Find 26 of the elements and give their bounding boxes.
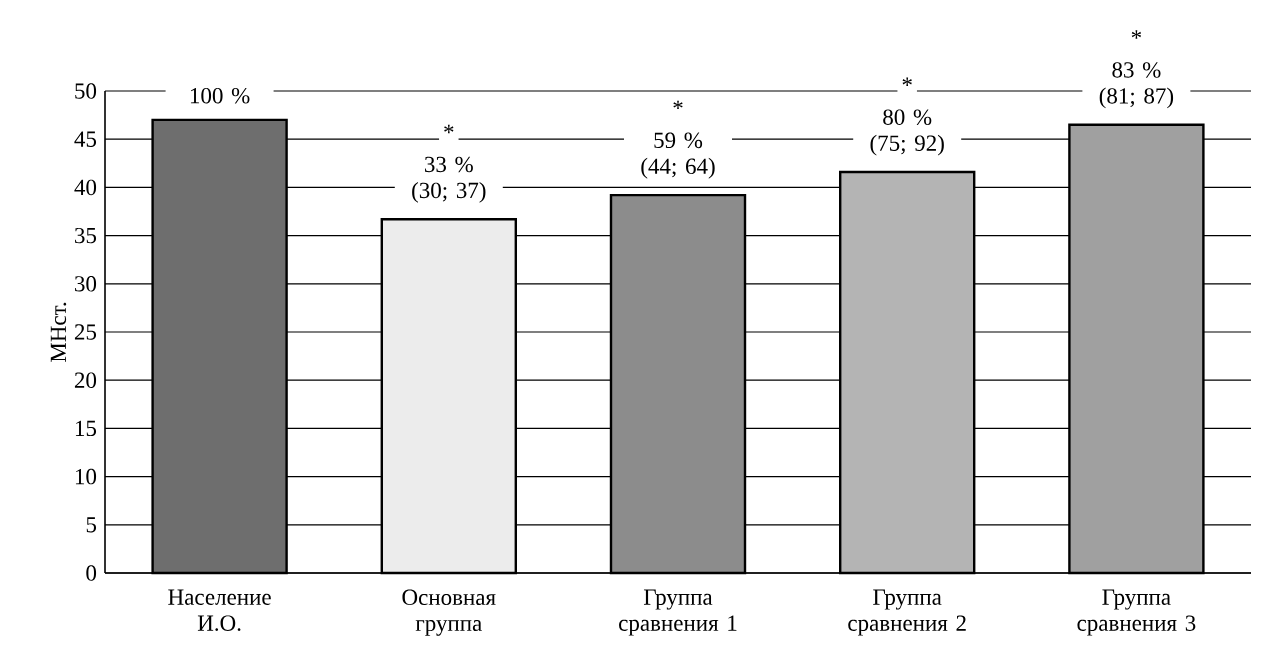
- annotation: *: [444, 124, 454, 134]
- y-tick-label: 10: [75, 468, 97, 485]
- x-tick-label: Основная группа: [402, 589, 496, 636]
- y-tick-label: 40: [74, 179, 97, 196]
- y-tick-label: 20: [74, 372, 97, 388]
- text: *: [902, 77, 912, 86]
- y-tick-label: 30: [75, 276, 97, 292]
- y-axis-title: МНст.: [50, 302, 67, 363]
- x-tick-label: Группа сравнения 1: [619, 589, 737, 636]
- y-tick-label: 5: [86, 517, 97, 533]
- y-tick-label: 50: [75, 83, 97, 99]
- x-tick-label: Группа сравнения 3: [1077, 589, 1196, 636]
- y-tick-label: 0: [86, 565, 97, 581]
- annotation: *: [673, 100, 683, 110]
- annotation: 59 % (44; 64): [641, 132, 715, 179]
- x-tick-label: Группа сравнения 2: [848, 589, 966, 636]
- y-tick-label: 25: [74, 324, 97, 340]
- annotation: 33 % (30; 37): [412, 156, 486, 203]
- text: *: [1131, 30, 1142, 39]
- y-tick-label: 15: [75, 420, 97, 437]
- annotation: 100 %: [190, 87, 250, 104]
- y-tick-label: 35: [75, 227, 97, 244]
- y-tick-label: 45: [74, 131, 97, 147]
- annotation: 80 % (75; 92): [870, 109, 944, 156]
- annotation: 83 % (81; 87): [1099, 62, 1174, 109]
- x-tick-label: Население И.О.: [168, 589, 271, 631]
